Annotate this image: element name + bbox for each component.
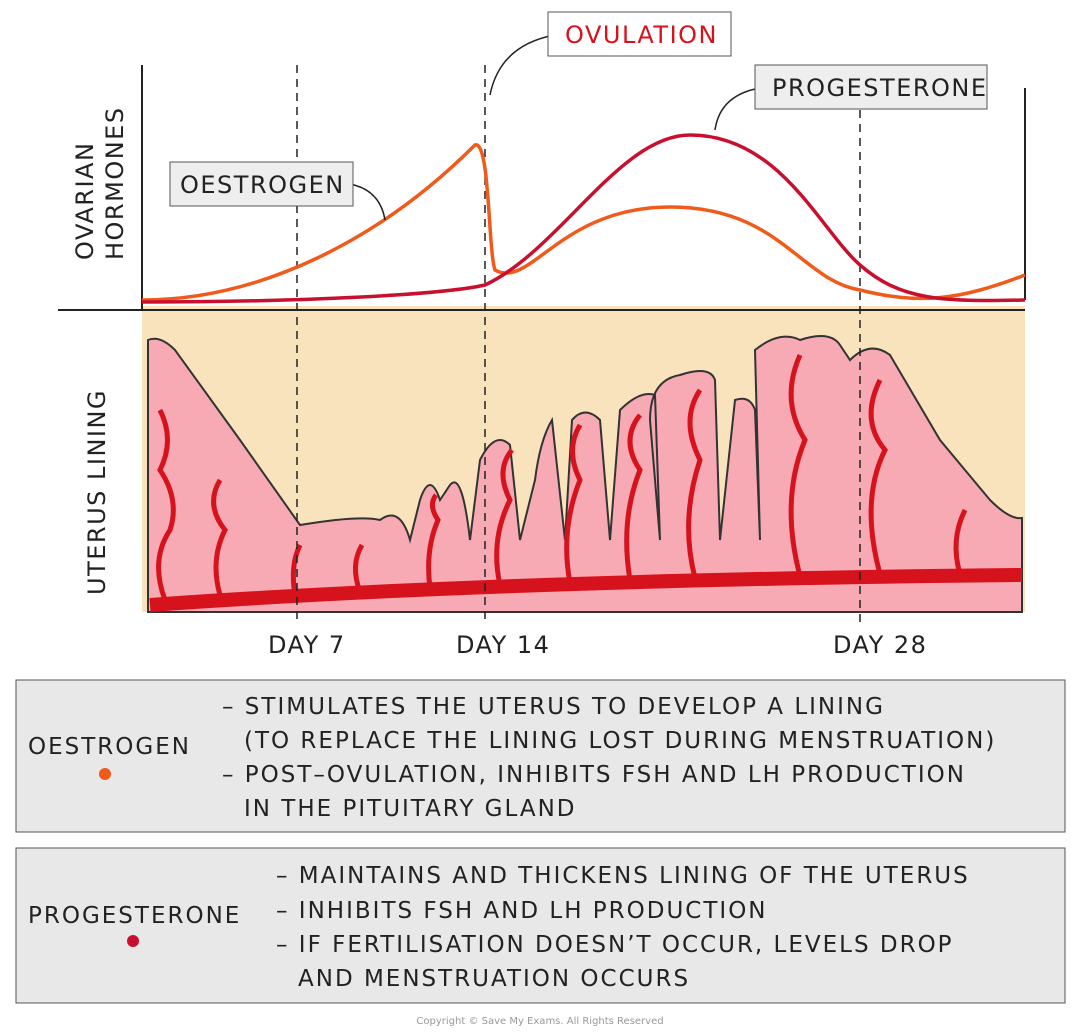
key-line: – MAINTAINS AND THICKENS LINING OF THE U… bbox=[276, 863, 970, 889]
ovulation-tag bbox=[547, 11, 732, 57]
key-dot bbox=[99, 768, 111, 780]
key-line: – POST–OVULATION, INHIBITS FSH AND LH PR… bbox=[222, 762, 966, 788]
axis-label: HORMONES bbox=[101, 106, 129, 260]
key-name: PROGESTERONE bbox=[28, 903, 241, 929]
key-line: (TO REPLACE THE LINING LOST DURING MENST… bbox=[244, 728, 996, 754]
progesterone-tag bbox=[754, 64, 988, 110]
key-line: IN THE PITUITARY GLAND bbox=[244, 796, 577, 822]
progesterone-box: PROGESTERONE – MAINTAINS AND THICKENS LI… bbox=[15, 847, 1066, 1004]
progesterone-arrow bbox=[714, 87, 761, 131]
blood-vessels bbox=[149, 353, 1023, 612]
ovulation-arrow bbox=[489, 34, 556, 96]
key-line: AND MENSTRUATION OCCURS bbox=[298, 966, 690, 992]
day-label: DAY 28 bbox=[833, 631, 927, 659]
oestrogen-curve bbox=[141, 143, 1026, 302]
axes bbox=[58, 65, 1026, 311]
copyright: Copyright © Save My Exams. All Rights Re… bbox=[416, 1016, 663, 1027]
progesterone-label: PROGESTERONE bbox=[772, 74, 988, 102]
ovulation-label: OVULATION bbox=[565, 21, 718, 49]
day-label: DAY 7 bbox=[268, 631, 346, 659]
oestrogen-label: OESTROGEN bbox=[180, 171, 345, 199]
key-dot bbox=[127, 935, 139, 947]
progesterone-curve bbox=[141, 133, 1026, 304]
axis-label: OVARIAN bbox=[71, 142, 99, 260]
oestrogen-arrow bbox=[349, 183, 386, 221]
key-name: OESTROGEN bbox=[28, 734, 191, 760]
day-lines bbox=[296, 65, 861, 622]
oestrogen-box: OESTROGEN – STIMULATES THE UTERUS TO DEV… bbox=[15, 679, 1066, 833]
uterus-lining bbox=[147, 335, 1023, 613]
axis-label: UTERUS LINING bbox=[83, 389, 111, 595]
key-line: – INHIBITS FSH AND LH PRODUCTION bbox=[276, 898, 768, 924]
key-line: – IF FERTILISATION DOESN’T OCCUR, LEVELS… bbox=[276, 932, 954, 958]
oestrogen-tag bbox=[169, 161, 354, 207]
key-line: – STIMULATES THE UTERUS TO DEVELOP A LIN… bbox=[222, 694, 885, 720]
day-label: DAY 14 bbox=[456, 631, 550, 659]
